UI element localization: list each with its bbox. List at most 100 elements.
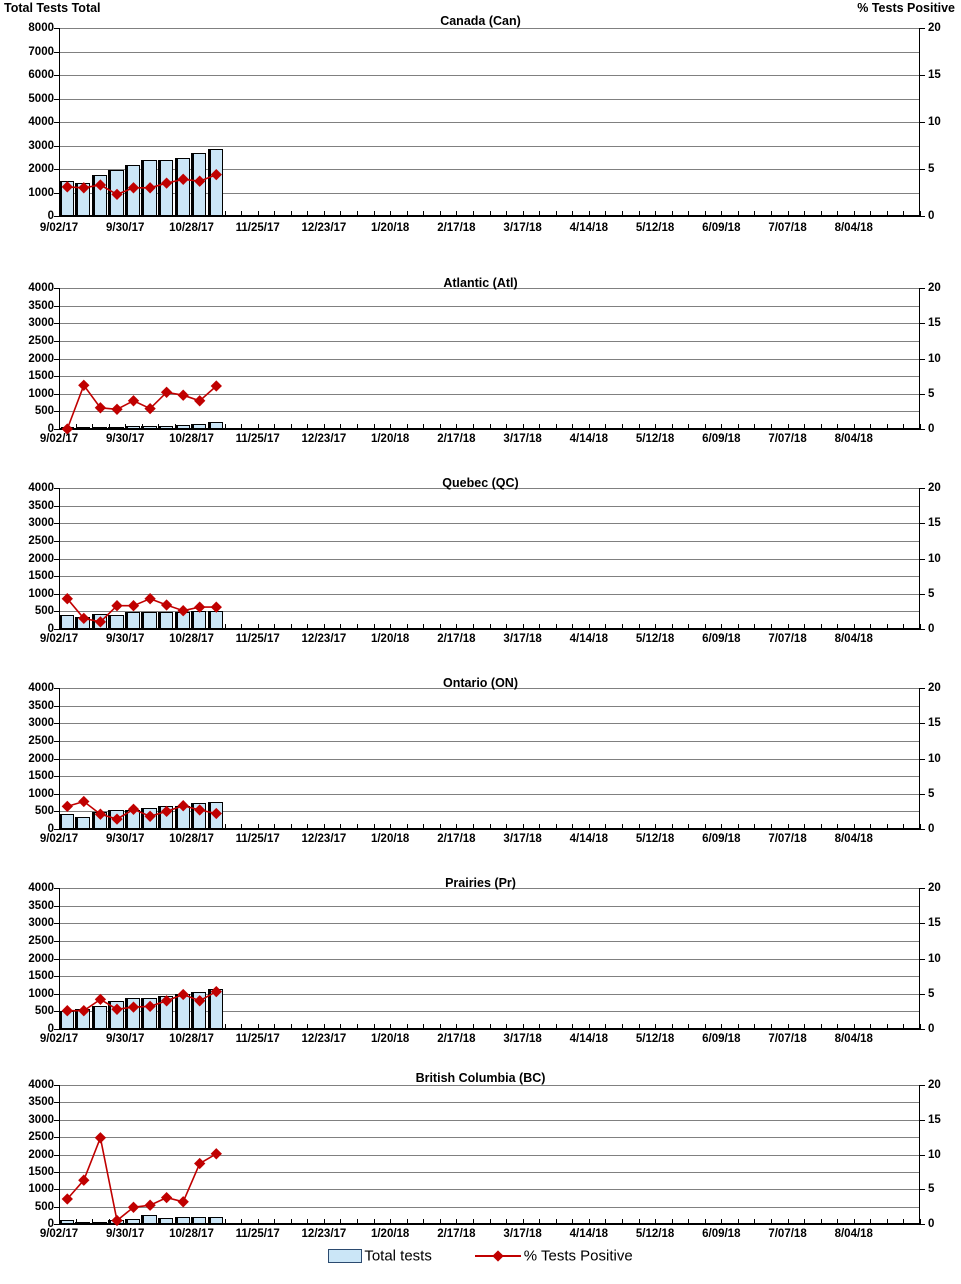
x-axis-tick-mark	[721, 1024, 723, 1029]
x-axis-tick-mark	[638, 1219, 640, 1224]
x-axis-tick-mark	[439, 824, 441, 829]
y-axis-tick-label: 2000	[28, 552, 54, 565]
x-axis-tick-mark	[489, 1219, 491, 1224]
gridline	[59, 505, 920, 507]
gridline	[59, 793, 920, 795]
chart-panel: 0 500 1000 1500 2000 2500 3000 3500 4000 0 5 10 15 20…	[0, 0, 961, 1240]
x-axis-tick-label: 11/25/17	[235, 1228, 280, 1240]
y-axis-tick-mark	[54, 305, 59, 307]
y2-axis-tick-mark	[920, 75, 925, 76]
x-axis-tick-mark	[274, 624, 276, 629]
x-axis-tick-mark	[588, 1219, 590, 1224]
gridline	[59, 540, 920, 542]
gridline	[59, 169, 920, 170]
y-axis-tick-mark	[54, 740, 59, 742]
x-axis-tick-mark	[224, 211, 226, 216]
data-point-marker	[127, 182, 140, 194]
x-axis-tick-mark	[572, 1024, 574, 1029]
data-point-marker	[94, 402, 107, 414]
y-axis-tick-mark	[54, 923, 59, 925]
x-axis-tick-mark	[224, 1219, 226, 1224]
x-axis-tick-mark	[423, 1024, 425, 1029]
y-axis-tick-label: 0	[47, 1023, 54, 1035]
x-axis-tick-mark	[224, 624, 226, 629]
x-axis-tick-mark	[688, 424, 690, 429]
data-point-marker	[127, 803, 140, 815]
gridline	[59, 1102, 920, 1104]
bar-shadow	[58, 1010, 61, 1029]
x-axis-tick-mark	[787, 624, 789, 629]
y-axis-tick-label: 2500	[28, 1131, 54, 1144]
gridline	[59, 305, 920, 307]
y-axis-tick-mark	[54, 98, 59, 100]
x-axis-tick-mark	[870, 211, 872, 216]
panel-title: Atlantic (Atl)	[443, 276, 518, 290]
x-axis-tick-mark	[704, 211, 706, 216]
x-axis-tick-mark	[688, 824, 690, 829]
bar	[60, 180, 74, 216]
y-axis-tick-mark	[54, 1102, 59, 1104]
bar-shadow	[75, 1221, 78, 1224]
y2-axis-tick-label: 20	[928, 482, 941, 494]
x-axis-tick-mark	[671, 824, 673, 829]
x-axis-tick-mark	[754, 1219, 756, 1224]
x-axis-tick-mark	[472, 624, 474, 629]
gridline	[59, 905, 920, 907]
x-axis-tick-mark	[837, 1219, 839, 1224]
x-axis-tick-mark	[621, 1024, 623, 1029]
panel-title: Canada (Can)	[440, 14, 521, 28]
x-axis-tick-mark	[290, 824, 292, 829]
x-axis-tick-mark	[290, 1024, 292, 1029]
gridline	[59, 145, 920, 147]
x-axis-tick-label: 6/09/18	[702, 1033, 741, 1045]
x-axis-tick-mark	[870, 624, 872, 629]
x-axis-tick-mark	[870, 824, 872, 829]
x-axis-tick-label: 9/02/17	[39, 833, 79, 845]
x-axis-tick-mark	[373, 1219, 375, 1224]
pct-positive-series	[61, 593, 222, 628]
y-axis-tick-mark	[54, 576, 59, 578]
gridline	[59, 940, 920, 942]
x-axis-tick-mark	[655, 211, 657, 216]
x-axis-tick-mark	[555, 211, 557, 216]
bar-shadow	[174, 424, 177, 429]
y-axis-tick-label: 3500	[28, 299, 54, 312]
x-axis-tick-label: 11/25/17	[235, 1033, 280, 1045]
y-axis-tick-label: 3000	[28, 139, 54, 152]
x-axis-tick-mark	[920, 1219, 921, 1224]
y-axis-tick-label: 4000	[28, 482, 54, 494]
y2-axis-tick-mark	[920, 993, 925, 995]
chart-panel: 0 500 1000 1500 2000 2500 3000 3500 4000 0 5 10 15 20…	[0, 0, 961, 845]
y-axis-tick-mark	[54, 958, 59, 960]
x-axis-tick-label: 3/17/18	[503, 633, 542, 645]
x-axis-tick-mark	[671, 1219, 673, 1224]
y2-axis-tick-mark	[920, 1085, 925, 1086]
y-axis-tick-mark	[54, 1085, 59, 1086]
x-axis-tick-mark	[290, 1219, 292, 1224]
gridline	[59, 558, 920, 560]
x-axis-tick-label: 4/14/18	[569, 222, 609, 234]
x-axis-tick-mark	[539, 1219, 541, 1224]
x-axis-tick-mark	[340, 624, 342, 629]
data-point-marker	[61, 1193, 73, 1205]
x-axis-tick-mark	[241, 624, 243, 629]
y-axis-tick-mark	[54, 776, 59, 778]
x-axis-tick-mark	[357, 211, 359, 216]
x-axis-tick-mark	[340, 211, 342, 216]
y-axis-tick-label: 3500	[28, 1096, 54, 1109]
y-axis-tick-mark	[54, 1137, 59, 1139]
x-axis-tick-mark	[241, 211, 243, 216]
x-axis-tick-mark	[721, 624, 723, 629]
y-axis-tick-label: 1500	[28, 370, 54, 383]
x-axis-tick-mark	[357, 624, 359, 629]
x-axis-tick-mark	[357, 1024, 359, 1029]
x-axis-tick-mark	[886, 624, 888, 629]
x-axis-tick-label: 5/12/18	[635, 1033, 675, 1045]
x-axis-tick-mark	[373, 424, 375, 429]
x-axis-tick-label: 7/07/18	[768, 633, 807, 645]
x-axis-tick-mark	[290, 624, 292, 629]
x-axis-tick-mark	[307, 624, 309, 629]
gridline	[59, 593, 920, 595]
y2-axis-tick-label: 10	[928, 116, 941, 128]
x-axis-tick-mark	[621, 824, 623, 829]
